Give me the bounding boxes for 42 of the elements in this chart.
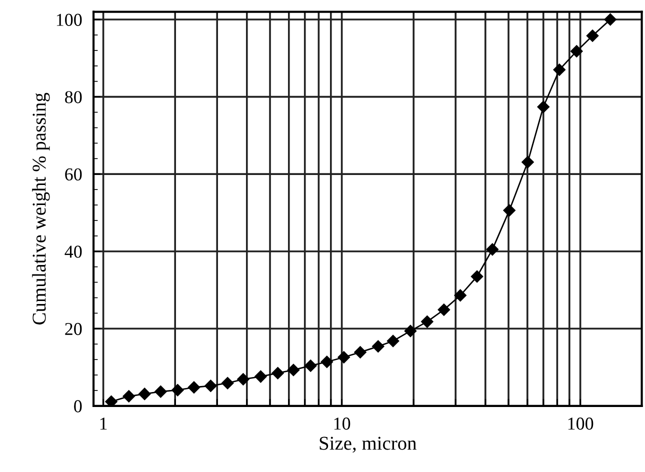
y-tick-label: 100	[56, 14, 82, 26]
point	[586, 30, 599, 42]
point	[254, 370, 267, 383]
point	[553, 64, 566, 76]
point	[404, 324, 417, 338]
point	[188, 381, 200, 394]
y-tick-label: 0	[74, 400, 82, 412]
x-tick-label: 10	[334, 418, 350, 430]
point	[221, 377, 234, 390]
point	[138, 388, 151, 400]
y-axis-title: Cumulative weight % passing	[32, 92, 50, 324]
y-tick-label: 40	[64, 246, 82, 258]
point	[470, 270, 484, 283]
point	[372, 340, 384, 353]
point	[154, 386, 167, 398]
y-tick-label: 80	[65, 91, 82, 104]
point	[570, 45, 583, 58]
x-axis-title: Size, micron	[320, 436, 416, 453]
point	[421, 316, 434, 328]
point	[537, 100, 550, 113]
y-tick-label: 20	[65, 322, 82, 336]
point	[320, 356, 333, 368]
point	[438, 304, 450, 316]
point	[122, 390, 135, 402]
point	[204, 380, 217, 392]
point	[304, 360, 317, 372]
point	[272, 366, 284, 380]
point	[354, 346, 366, 358]
y-tick-label: 60	[65, 168, 82, 181]
point	[486, 243, 499, 256]
point	[338, 351, 350, 364]
point	[386, 334, 400, 348]
point	[454, 289, 466, 302]
x-tick-label: 100	[568, 418, 594, 430]
point	[172, 384, 184, 396]
point	[604, 13, 616, 26]
point	[237, 373, 250, 386]
x-tick-label: 1	[100, 418, 107, 430]
point	[503, 204, 516, 216]
point	[522, 156, 534, 168]
point	[105, 396, 118, 406]
point	[287, 364, 300, 376]
